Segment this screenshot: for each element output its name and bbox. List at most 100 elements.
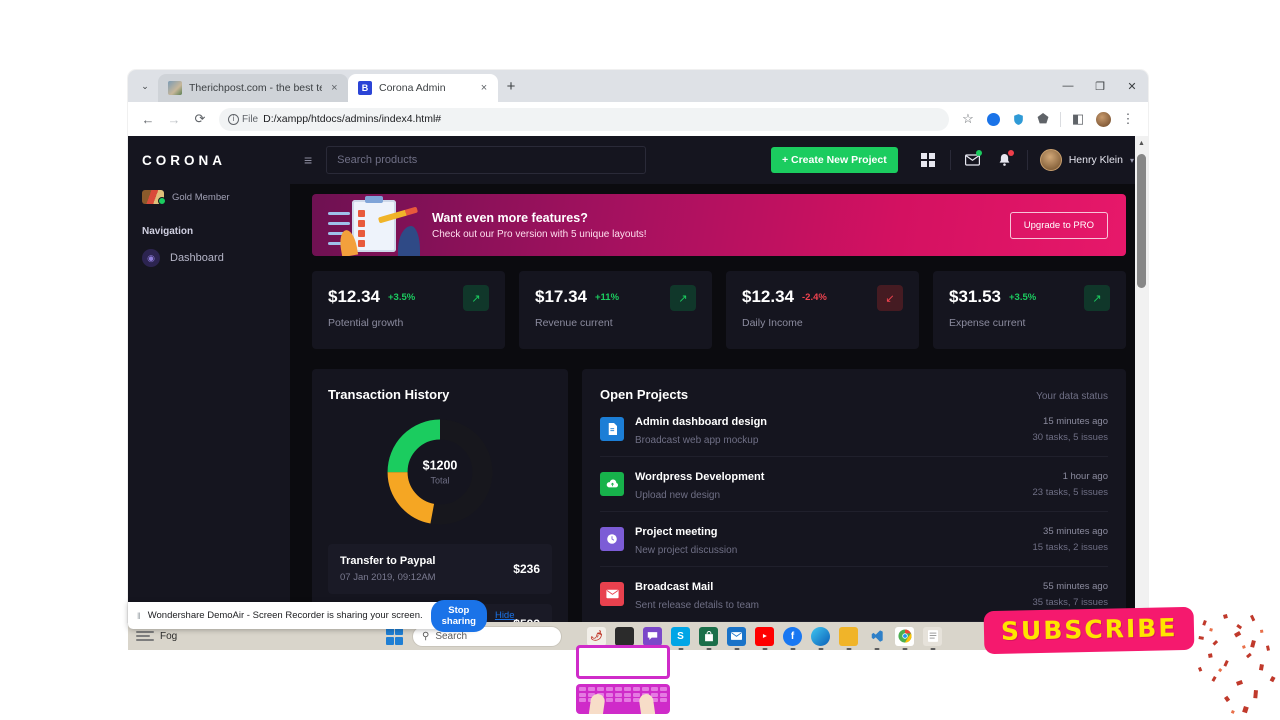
project-row[interactable]: Broadcast Mail Sent release details to t… xyxy=(600,567,1108,622)
extension-shield-icon[interactable] xyxy=(1006,107,1030,131)
search-products-input[interactable] xyxy=(326,146,647,174)
dashboard-panels: Transaction History $1200 T xyxy=(312,369,1126,622)
browser-tab-therichpost[interactable]: Therichpost.com - the best tec × xyxy=(158,74,348,102)
taskbar-weather-widget[interactable]: Fog xyxy=(136,630,386,642)
chrome-menu-icon[interactable]: ⋮ xyxy=(1121,111,1135,126)
document-icon xyxy=(600,417,624,441)
scroll-up-arrow-icon[interactable]: ▲ xyxy=(1138,139,1145,147)
close-window-button[interactable]: ✕ xyxy=(1127,80,1137,93)
open-projects-header: Open Projects Your data status xyxy=(600,387,1108,402)
project-stats: 35 tasks, 7 issues xyxy=(1032,596,1108,608)
stat-card-revenue-current[interactable]: $17.34 +11% Revenue current ↗ xyxy=(519,271,712,349)
stat-label: Potential growth xyxy=(328,317,404,329)
dashboard-icon: ◉ xyxy=(142,249,160,267)
user-menu[interactable]: Henry Klein ▾ xyxy=(1039,149,1134,171)
search-icon: ⚲ xyxy=(422,630,430,642)
sidebar-section-heading: Navigation xyxy=(142,226,194,237)
donut-center-label: $1200 Total xyxy=(423,459,458,486)
transaction-history-card: Transaction History $1200 T xyxy=(312,369,568,622)
illustration-screen xyxy=(576,645,670,679)
minimize-button[interactable]: — xyxy=(1062,80,1074,92)
open-projects-subtitle: Your data status xyxy=(1036,391,1108,402)
main-content: Want even more features? Check out our P… xyxy=(290,184,1148,622)
sidebar-toggle-icon[interactable]: ◧ xyxy=(1071,111,1085,126)
project-time: 35 minutes ago xyxy=(1043,525,1108,537)
scrollbar-thumb[interactable] xyxy=(1137,154,1146,288)
start-button-icon[interactable] xyxy=(386,627,403,645)
mail-unread-dot xyxy=(975,150,982,156)
upgrade-to-pro-button[interactable]: Upgrade to PRO xyxy=(1009,211,1108,239)
project-name: Admin dashboard design xyxy=(635,416,768,428)
project-time: 15 minutes ago xyxy=(1043,415,1108,427)
vscode-icon[interactable] xyxy=(867,627,886,646)
stat-change: -2.4% xyxy=(802,291,827,303)
arrow-down-icon: ↙ xyxy=(877,285,903,311)
facebook-icon[interactable]: f xyxy=(783,626,802,646)
profile-avatar-icon[interactable] xyxy=(1091,107,1115,131)
app-logo[interactable]: CORONA xyxy=(142,152,226,168)
page-scrollbar[interactable]: ▲ ▼ xyxy=(1135,136,1148,622)
sidebar-item-dashboard[interactable]: ◉ Dashboard xyxy=(128,237,290,267)
address-bar[interactable]: i File D:/xampp/htdocs/admins/index4.htm… xyxy=(219,107,949,131)
url-text: D:/xampp/htdocs/admins/index4.html# xyxy=(263,113,442,125)
folder-icon[interactable] xyxy=(839,626,858,646)
left-hand-icon xyxy=(588,693,606,714)
maximize-button[interactable]: ❐ xyxy=(1095,80,1105,93)
nav-divider xyxy=(949,150,951,170)
hamburger-menu-icon[interactable]: ≡ xyxy=(304,152,313,168)
stat-label: Expense current xyxy=(949,317,1026,329)
stop-sharing-button[interactable]: Stop sharing xyxy=(430,599,487,632)
typing-illustration-overlay xyxy=(576,645,670,714)
close-icon[interactable]: × xyxy=(331,82,338,94)
store-icon[interactable] xyxy=(699,626,718,646)
tab-search-caret-icon[interactable]: ⌄ xyxy=(141,80,149,91)
notification-dot xyxy=(1007,150,1014,156)
mail-icon[interactable] xyxy=(957,144,989,176)
edge-icon[interactable] xyxy=(811,626,830,646)
back-icon[interactable]: ← xyxy=(141,111,155,127)
stat-amount: $17.34 xyxy=(535,287,587,306)
youtube-icon[interactable] xyxy=(755,626,774,646)
bookmark-star-icon[interactable]: ☆ xyxy=(962,111,974,126)
create-new-project-button[interactable]: + Create New Project xyxy=(770,147,898,173)
cloud-upload-icon xyxy=(600,472,624,496)
promo-banner: Want even more features? Check out our P… xyxy=(312,194,1126,256)
project-row[interactable]: Wordpress Development Upload new design … xyxy=(600,457,1108,512)
project-row[interactable]: Admin dashboard design Broadcast web app… xyxy=(600,402,1108,457)
grid-icon[interactable] xyxy=(912,144,944,176)
bell-icon[interactable] xyxy=(989,144,1021,176)
project-row[interactable]: Project meeting New project discussion 3… xyxy=(600,512,1108,567)
chat-app-icon[interactable] xyxy=(643,626,662,646)
browser-tab-corona-admin[interactable]: B Corona Admin × xyxy=(348,74,498,102)
close-icon[interactable]: × xyxy=(480,82,488,94)
skype-icon[interactable]: S xyxy=(671,626,690,646)
new-tab-button[interactable]: + xyxy=(506,77,516,95)
file-label: File xyxy=(242,113,259,125)
clock-icon xyxy=(600,527,624,551)
reload-icon[interactable]: ⟳ xyxy=(194,111,206,126)
file-explorer-dark-icon[interactable] xyxy=(615,626,634,646)
stat-card-expense-current[interactable]: $31.53 +3.5% Expense current ↗ xyxy=(933,271,1126,349)
confetti-overlay xyxy=(1198,613,1276,714)
puzzle-icon[interactable]: ⬟ xyxy=(1037,111,1049,126)
project-description: Upload new design xyxy=(635,490,721,501)
project-name: Project meeting xyxy=(635,526,718,538)
extension-blue-icon[interactable] xyxy=(981,107,1005,131)
drag-handle-icon[interactable]: ‖ xyxy=(137,610,141,621)
user-name: Henry Klein xyxy=(1068,154,1123,166)
weather-label: Fog xyxy=(160,630,178,642)
transaction-row[interactable]: Transfer to Paypal 07 Jan 2019, 09:12AM … xyxy=(328,544,552,594)
window-controls: — ❐ ✕ xyxy=(1052,70,1148,102)
screen-share-bar: ‖ Wondershare DemoAir - Screen Recorder … xyxy=(128,599,515,632)
mail-app-icon[interactable] xyxy=(727,626,746,646)
stat-card-potential-growth[interactable]: $12.34 +3.5% Potential growth ↗ xyxy=(312,271,505,349)
stat-card-daily-income[interactable]: $12.34 -2.4% Daily Income ↙ xyxy=(726,271,919,349)
sidebar-profile[interactable]: Gold Member xyxy=(128,188,290,205)
chili-app-icon[interactable]: 🌶 xyxy=(587,626,606,646)
chrome-icon[interactable] xyxy=(895,626,914,646)
corona-favicon-icon: B xyxy=(358,81,372,95)
promo-subtitle: Check out our Pro version with 5 unique … xyxy=(432,228,647,240)
forward-icon[interactable]: → xyxy=(167,111,181,127)
notepad-icon[interactable] xyxy=(923,626,942,646)
hide-link[interactable]: Hide xyxy=(494,610,515,621)
